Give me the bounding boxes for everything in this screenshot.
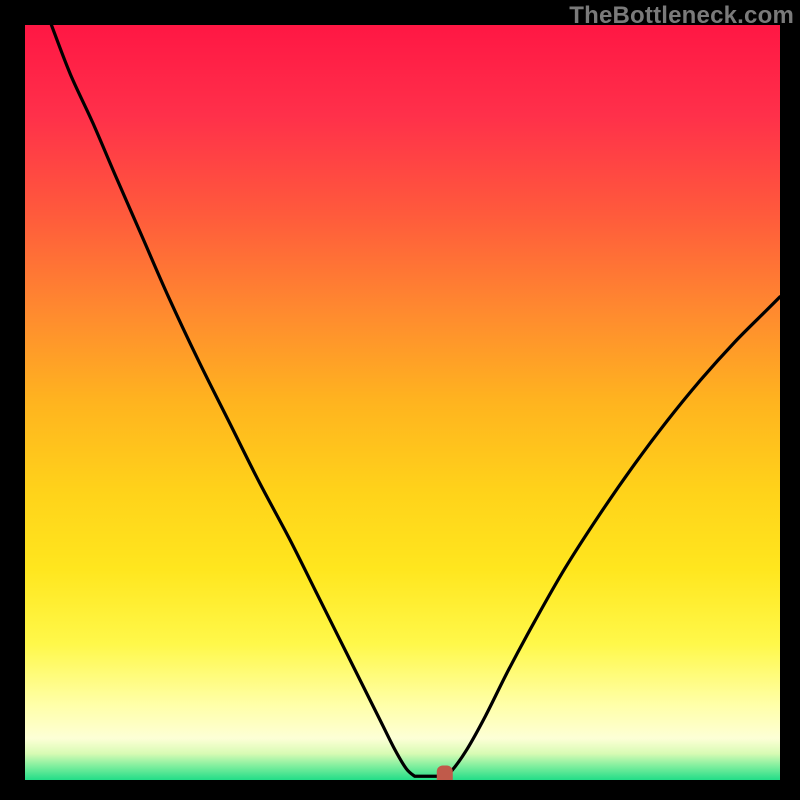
frame-right: [780, 0, 800, 800]
frame-left: [0, 0, 25, 800]
watermark-text: TheBottleneck.com: [569, 2, 794, 30]
gradient-background: [25, 25, 780, 780]
bottleneck-chart: [0, 0, 800, 800]
frame-bottom: [0, 780, 800, 800]
